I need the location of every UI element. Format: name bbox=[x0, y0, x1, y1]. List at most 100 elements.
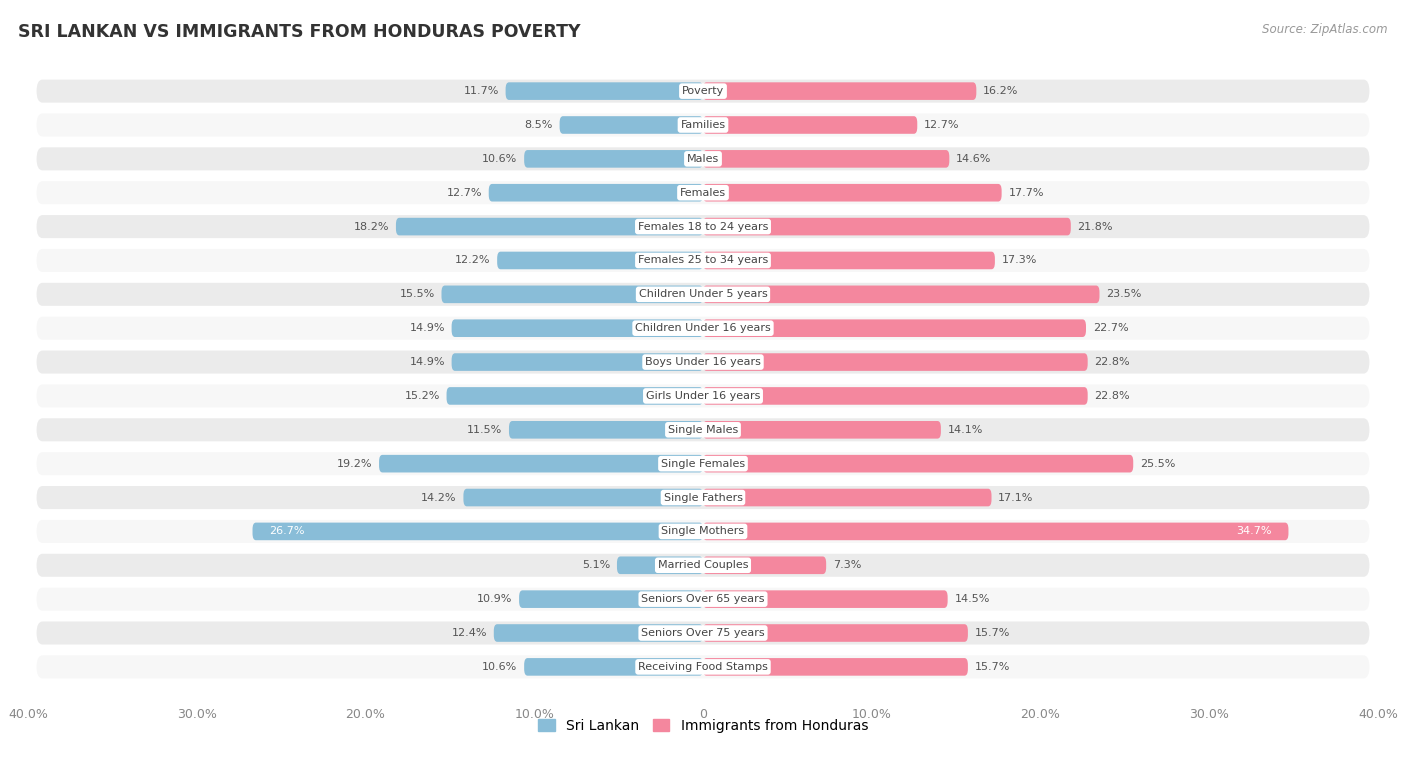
Text: 15.2%: 15.2% bbox=[405, 391, 440, 401]
FancyBboxPatch shape bbox=[703, 319, 1085, 337]
Text: 19.2%: 19.2% bbox=[337, 459, 373, 468]
Text: 15.5%: 15.5% bbox=[399, 290, 434, 299]
FancyBboxPatch shape bbox=[703, 218, 1071, 236]
FancyBboxPatch shape bbox=[37, 215, 1369, 238]
Text: Males: Males bbox=[688, 154, 718, 164]
Legend: Sri Lankan, Immigrants from Honduras: Sri Lankan, Immigrants from Honduras bbox=[533, 713, 873, 738]
FancyBboxPatch shape bbox=[524, 150, 703, 168]
FancyBboxPatch shape bbox=[617, 556, 703, 574]
FancyBboxPatch shape bbox=[37, 147, 1369, 171]
FancyBboxPatch shape bbox=[703, 252, 995, 269]
FancyBboxPatch shape bbox=[703, 421, 941, 439]
FancyBboxPatch shape bbox=[703, 116, 917, 134]
FancyBboxPatch shape bbox=[509, 421, 703, 439]
FancyBboxPatch shape bbox=[524, 658, 703, 675]
Text: Girls Under 16 years: Girls Under 16 years bbox=[645, 391, 761, 401]
FancyBboxPatch shape bbox=[37, 554, 1369, 577]
FancyBboxPatch shape bbox=[37, 181, 1369, 204]
FancyBboxPatch shape bbox=[37, 114, 1369, 136]
FancyBboxPatch shape bbox=[37, 283, 1369, 305]
FancyBboxPatch shape bbox=[489, 184, 703, 202]
FancyBboxPatch shape bbox=[703, 522, 1288, 540]
FancyBboxPatch shape bbox=[37, 453, 1369, 475]
Text: 22.8%: 22.8% bbox=[1094, 357, 1130, 367]
Text: Single Males: Single Males bbox=[668, 424, 738, 435]
FancyBboxPatch shape bbox=[37, 80, 1369, 102]
FancyBboxPatch shape bbox=[519, 590, 703, 608]
Text: 17.7%: 17.7% bbox=[1008, 188, 1043, 198]
FancyBboxPatch shape bbox=[703, 353, 1088, 371]
FancyBboxPatch shape bbox=[37, 384, 1369, 408]
FancyBboxPatch shape bbox=[703, 83, 976, 100]
FancyBboxPatch shape bbox=[37, 418, 1369, 441]
Text: 12.2%: 12.2% bbox=[456, 255, 491, 265]
Text: 11.7%: 11.7% bbox=[464, 86, 499, 96]
Text: 12.7%: 12.7% bbox=[447, 188, 482, 198]
Text: Poverty: Poverty bbox=[682, 86, 724, 96]
Text: 10.6%: 10.6% bbox=[482, 154, 517, 164]
FancyBboxPatch shape bbox=[703, 455, 1133, 472]
FancyBboxPatch shape bbox=[464, 489, 703, 506]
FancyBboxPatch shape bbox=[37, 587, 1369, 611]
Text: 12.4%: 12.4% bbox=[451, 628, 486, 638]
Text: Boys Under 16 years: Boys Under 16 years bbox=[645, 357, 761, 367]
Text: 17.1%: 17.1% bbox=[998, 493, 1033, 503]
Text: SRI LANKAN VS IMMIGRANTS FROM HONDURAS POVERTY: SRI LANKAN VS IMMIGRANTS FROM HONDURAS P… bbox=[18, 23, 581, 41]
Text: Children Under 16 years: Children Under 16 years bbox=[636, 323, 770, 334]
Text: 10.9%: 10.9% bbox=[477, 594, 512, 604]
FancyBboxPatch shape bbox=[703, 590, 948, 608]
Text: Families: Families bbox=[681, 120, 725, 130]
Text: 25.5%: 25.5% bbox=[1140, 459, 1175, 468]
Text: 11.5%: 11.5% bbox=[467, 424, 502, 435]
FancyBboxPatch shape bbox=[703, 150, 949, 168]
FancyBboxPatch shape bbox=[703, 658, 967, 675]
Text: 14.5%: 14.5% bbox=[955, 594, 990, 604]
Text: Seniors Over 75 years: Seniors Over 75 years bbox=[641, 628, 765, 638]
FancyBboxPatch shape bbox=[703, 286, 1099, 303]
FancyBboxPatch shape bbox=[560, 116, 703, 134]
FancyBboxPatch shape bbox=[451, 353, 703, 371]
FancyBboxPatch shape bbox=[37, 656, 1369, 678]
Text: Children Under 5 years: Children Under 5 years bbox=[638, 290, 768, 299]
Text: Single Fathers: Single Fathers bbox=[664, 493, 742, 503]
Text: Married Couples: Married Couples bbox=[658, 560, 748, 570]
Text: 15.7%: 15.7% bbox=[974, 662, 1010, 672]
Text: 22.7%: 22.7% bbox=[1092, 323, 1129, 334]
Text: 18.2%: 18.2% bbox=[354, 221, 389, 232]
FancyBboxPatch shape bbox=[703, 184, 1001, 202]
FancyBboxPatch shape bbox=[37, 350, 1369, 374]
FancyBboxPatch shape bbox=[498, 252, 703, 269]
Text: 8.5%: 8.5% bbox=[524, 120, 553, 130]
Text: 14.9%: 14.9% bbox=[409, 323, 444, 334]
Text: Source: ZipAtlas.com: Source: ZipAtlas.com bbox=[1263, 23, 1388, 36]
Text: Single Mothers: Single Mothers bbox=[661, 526, 745, 537]
Text: Females 18 to 24 years: Females 18 to 24 years bbox=[638, 221, 768, 232]
Text: 14.6%: 14.6% bbox=[956, 154, 991, 164]
FancyBboxPatch shape bbox=[494, 624, 703, 642]
FancyBboxPatch shape bbox=[37, 249, 1369, 272]
FancyBboxPatch shape bbox=[447, 387, 703, 405]
FancyBboxPatch shape bbox=[396, 218, 703, 236]
Text: Females 25 to 34 years: Females 25 to 34 years bbox=[638, 255, 768, 265]
FancyBboxPatch shape bbox=[703, 489, 991, 506]
FancyBboxPatch shape bbox=[37, 622, 1369, 644]
Text: 14.1%: 14.1% bbox=[948, 424, 983, 435]
Text: 14.2%: 14.2% bbox=[422, 493, 457, 503]
Text: Receiving Food Stamps: Receiving Food Stamps bbox=[638, 662, 768, 672]
FancyBboxPatch shape bbox=[451, 319, 703, 337]
FancyBboxPatch shape bbox=[703, 556, 827, 574]
Text: 26.7%: 26.7% bbox=[270, 526, 305, 537]
Text: 10.6%: 10.6% bbox=[482, 662, 517, 672]
Text: 12.7%: 12.7% bbox=[924, 120, 959, 130]
FancyBboxPatch shape bbox=[37, 317, 1369, 340]
FancyBboxPatch shape bbox=[506, 83, 703, 100]
FancyBboxPatch shape bbox=[380, 455, 703, 472]
Text: 21.8%: 21.8% bbox=[1077, 221, 1114, 232]
Text: 16.2%: 16.2% bbox=[983, 86, 1018, 96]
Text: Single Females: Single Females bbox=[661, 459, 745, 468]
Text: 5.1%: 5.1% bbox=[582, 560, 610, 570]
Text: 22.8%: 22.8% bbox=[1094, 391, 1130, 401]
Text: Seniors Over 65 years: Seniors Over 65 years bbox=[641, 594, 765, 604]
FancyBboxPatch shape bbox=[37, 520, 1369, 543]
Text: 7.3%: 7.3% bbox=[832, 560, 862, 570]
